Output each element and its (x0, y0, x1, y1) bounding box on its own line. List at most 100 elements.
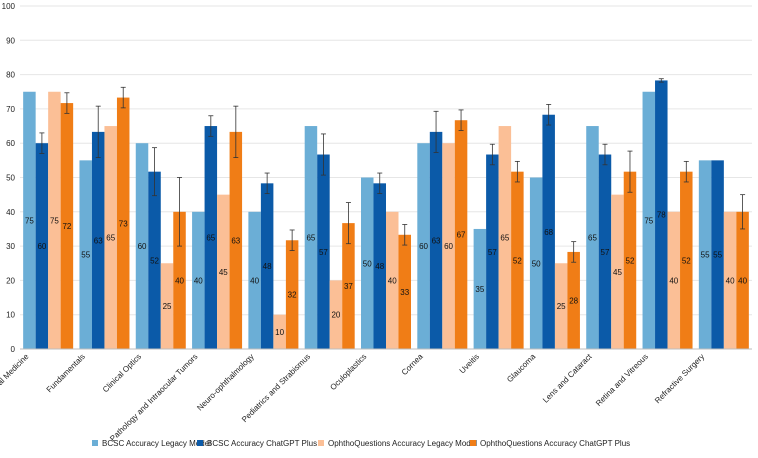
data-label: 48 (263, 262, 272, 271)
data-label: 75 (644, 216, 653, 225)
data-label: 40 (194, 276, 203, 285)
data-label: 40 (175, 276, 184, 285)
legend-swatch (318, 440, 324, 446)
bar (611, 194, 624, 349)
bar (317, 154, 330, 349)
data-label: 73 (119, 219, 128, 228)
x-category-label: Retina and Vitreous (594, 352, 650, 408)
data-label: 25 (163, 302, 172, 311)
bar (442, 143, 455, 349)
bar (60, 103, 74, 349)
bar (736, 211, 749, 349)
bar (642, 91, 656, 349)
bar (711, 160, 724, 349)
data-label: 32 (288, 291, 297, 300)
data-label: 40 (250, 276, 259, 285)
data-label: 52 (682, 256, 691, 265)
x-category-label: General Medicine (0, 352, 31, 403)
bar (192, 211, 205, 349)
legend-label: BCSC Accuracy Legacy Model (102, 439, 211, 448)
bar (361, 177, 374, 349)
bar (529, 177, 543, 349)
legend-label: OphthoQuestions Accuracy Legacy Model (328, 439, 477, 448)
data-label: 55 (701, 251, 710, 260)
data-label: 60 (444, 242, 453, 251)
bar (398, 234, 411, 349)
bar (498, 126, 512, 349)
bar (655, 80, 668, 349)
bar (342, 223, 355, 349)
bars-layer (23, 80, 749, 350)
bar (285, 240, 299, 349)
legend-swatch (197, 440, 203, 446)
bar (429, 131, 443, 349)
bar (229, 131, 243, 349)
x-category-label: Glaucoma (505, 352, 538, 385)
data-label: 63 (231, 236, 240, 245)
bar (698, 160, 712, 349)
error-bars-layer (39, 78, 746, 263)
x-category-label: Uveitis (458, 352, 481, 375)
bar (248, 211, 261, 349)
legend-swatch (92, 440, 98, 446)
data-label: 40 (669, 276, 678, 285)
data-label: 63 (94, 236, 103, 245)
bar (373, 183, 386, 349)
data-label: 40 (726, 276, 735, 285)
data-label: 35 (475, 285, 484, 294)
data-label: 48 (375, 262, 384, 271)
data-label: 72 (62, 222, 71, 231)
y-tick-label: 100 (2, 2, 16, 11)
data-label: 50 (532, 259, 541, 268)
x-category-label: Refractive Surgery (653, 352, 706, 405)
data-label: 78 (657, 211, 666, 220)
y-tick-label: 10 (6, 311, 15, 320)
bar (473, 228, 487, 349)
data-label: 57 (488, 248, 497, 257)
data-label: 75 (50, 216, 59, 225)
bar (104, 126, 117, 349)
data-label: 60 (419, 242, 428, 251)
data-label: 60 (37, 242, 46, 251)
data-label: 60 (138, 242, 147, 251)
data-label: 57 (319, 248, 328, 257)
data-label: 55 (713, 251, 722, 260)
bar (723, 211, 737, 349)
data-label: 57 (601, 248, 610, 257)
data-label: 65 (206, 234, 215, 243)
bar (116, 97, 130, 350)
data-label: 25 (557, 302, 566, 311)
data-label: 52 (626, 256, 635, 265)
y-tick-label: 60 (6, 139, 15, 148)
data-label: 68 (544, 228, 553, 237)
x-category-label: Clinical Optics (101, 352, 143, 394)
x-category-label: Fundamentals (45, 352, 87, 394)
data-label: 65 (106, 234, 115, 243)
bar (35, 143, 49, 349)
bar (554, 263, 568, 349)
data-label: 65 (500, 234, 509, 243)
data-label: 45 (613, 268, 622, 277)
bar (386, 211, 399, 349)
bar (48, 91, 61, 349)
data-label: 10 (275, 328, 284, 337)
data-label: 28 (569, 296, 578, 305)
bar (260, 183, 274, 349)
bar (586, 126, 599, 349)
bar (667, 211, 681, 349)
y-tick-label: 0 (11, 345, 16, 354)
data-label: 67 (457, 231, 466, 240)
data-label: 40 (738, 276, 747, 285)
bar (680, 171, 693, 349)
bar (79, 160, 92, 349)
legend-label: OphthoQuestions Accuracy ChatGPT Plus (480, 439, 630, 448)
data-label: 33 (400, 288, 409, 297)
y-tick-label: 30 (6, 242, 15, 251)
bar (148, 171, 161, 349)
bar (304, 126, 318, 349)
data-label: 37 (344, 282, 353, 291)
bar (542, 114, 555, 349)
